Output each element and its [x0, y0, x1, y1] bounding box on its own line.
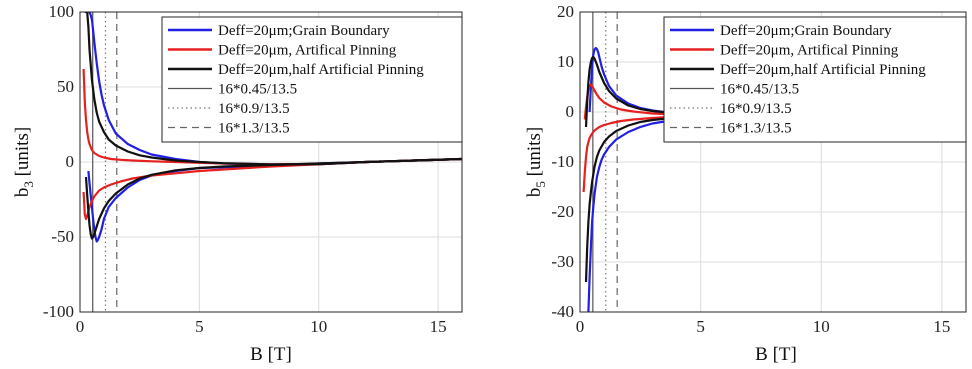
left-legend-label: 16*1.3/13.5: [218, 121, 290, 137]
right-chart: 0 5 10 15 -40 -30 -20 -10 0 10 20 Deff=20μm;Grain …: [524, 2, 967, 365]
left-tick-labels: 0 5 10 15 -100 -50 0 50 100: [43, 2, 447, 336]
left-series-lines: [82, 12, 462, 243]
right-y-axis-label: b5 [units]: [524, 127, 548, 197]
left-x-tick-label: 5: [195, 317, 204, 336]
right-y-tick-label: 10: [557, 52, 574, 71]
right-x-tick-label: 5: [696, 317, 705, 336]
left-y-tick-label: 0: [66, 152, 75, 171]
left-y-axis-label-sub: 3: [21, 181, 36, 188]
right-legend-box: [663, 16, 967, 143]
left-legend-box: [161, 16, 463, 143]
left-y-axis-label-main: b: [12, 188, 33, 198]
left-legend-label: Deff=20μm,half Artificial Pinning: [218, 62, 424, 78]
right-y-tick-label: -40: [551, 302, 574, 321]
left-legend: Deff=20μm;Grain Boundary Deff=20μm, Artif…: [161, 16, 463, 143]
left-y-tick-label: 100: [49, 2, 75, 21]
right-plot-frame: [579, 11, 967, 313]
right-legend-label: Deff=20μm, Artifical Pinning: [720, 43, 899, 59]
right-y-tick-label: -10: [551, 152, 574, 171]
right-legend-label: 16*0.9/13.5: [720, 101, 792, 117]
right-legend-label: Deff=20μm;Grain Boundary: [720, 23, 892, 39]
left-threshold-lines: [92, 12, 118, 312]
right-y-axis-label-main: b: [524, 188, 545, 198]
left-x-axis-label: B [T]: [250, 344, 292, 365]
right-legend-label: Deff=20μm,half Artificial Pinning: [720, 62, 926, 78]
left-y-tick-label: 50: [57, 77, 74, 96]
right-y-tick-label: -30: [551, 252, 574, 271]
right-y-tick-label: -20: [551, 202, 574, 221]
left-y-axis-label-unit: [units]: [12, 127, 33, 181]
right-legend-label: 16*0.45/13.5: [720, 82, 799, 98]
left-legend-label: Deff=20μm;Grain Boundary: [218, 23, 390, 39]
right-y-tick-label: 0: [566, 102, 575, 121]
right-x-tick-label: 0: [576, 317, 585, 336]
right-y-tick-label: 20: [557, 2, 574, 21]
left-legend-label: 16*0.45/13.5: [218, 82, 297, 98]
right-legend-label: 16*1.3/13.5: [720, 121, 792, 137]
left-x-tick-label: 15: [430, 317, 447, 336]
left-x-tick-label: 0: [76, 317, 85, 336]
left-plot-frame: [79, 11, 463, 313]
left-y-tick-label: -100: [43, 302, 74, 321]
right-x-axis-label: B [T]: [755, 344, 797, 365]
right-x-tick-label: 10: [813, 317, 830, 336]
right-legend: Deff=20μm;Grain Boundary Deff=20μm, Artif…: [663, 16, 967, 143]
left-legend-label: 16*0.9/13.5: [218, 101, 290, 117]
left-series-line-5: [84, 157, 462, 240]
left-chart: 0 5 10 15 -100 -50 0 50 100 Deff=20μm;Grain Boun…: [12, 2, 463, 365]
left-legend-label: Deff=20μm, Artifical Pinning: [218, 43, 397, 59]
left-y-axis-label: b3 [units]: [12, 127, 36, 197]
right-y-axis-label-unit: [units]: [524, 127, 545, 181]
right-y-axis-label-sub: 5: [533, 181, 548, 188]
left-y-tick-label: -50: [51, 227, 74, 246]
right-x-tick-label: 15: [933, 317, 950, 336]
right-tick-labels: 0 5 10 15 -40 -30 -20 -10 0 10 20: [551, 2, 950, 336]
left-x-tick-label: 10: [310, 317, 327, 336]
